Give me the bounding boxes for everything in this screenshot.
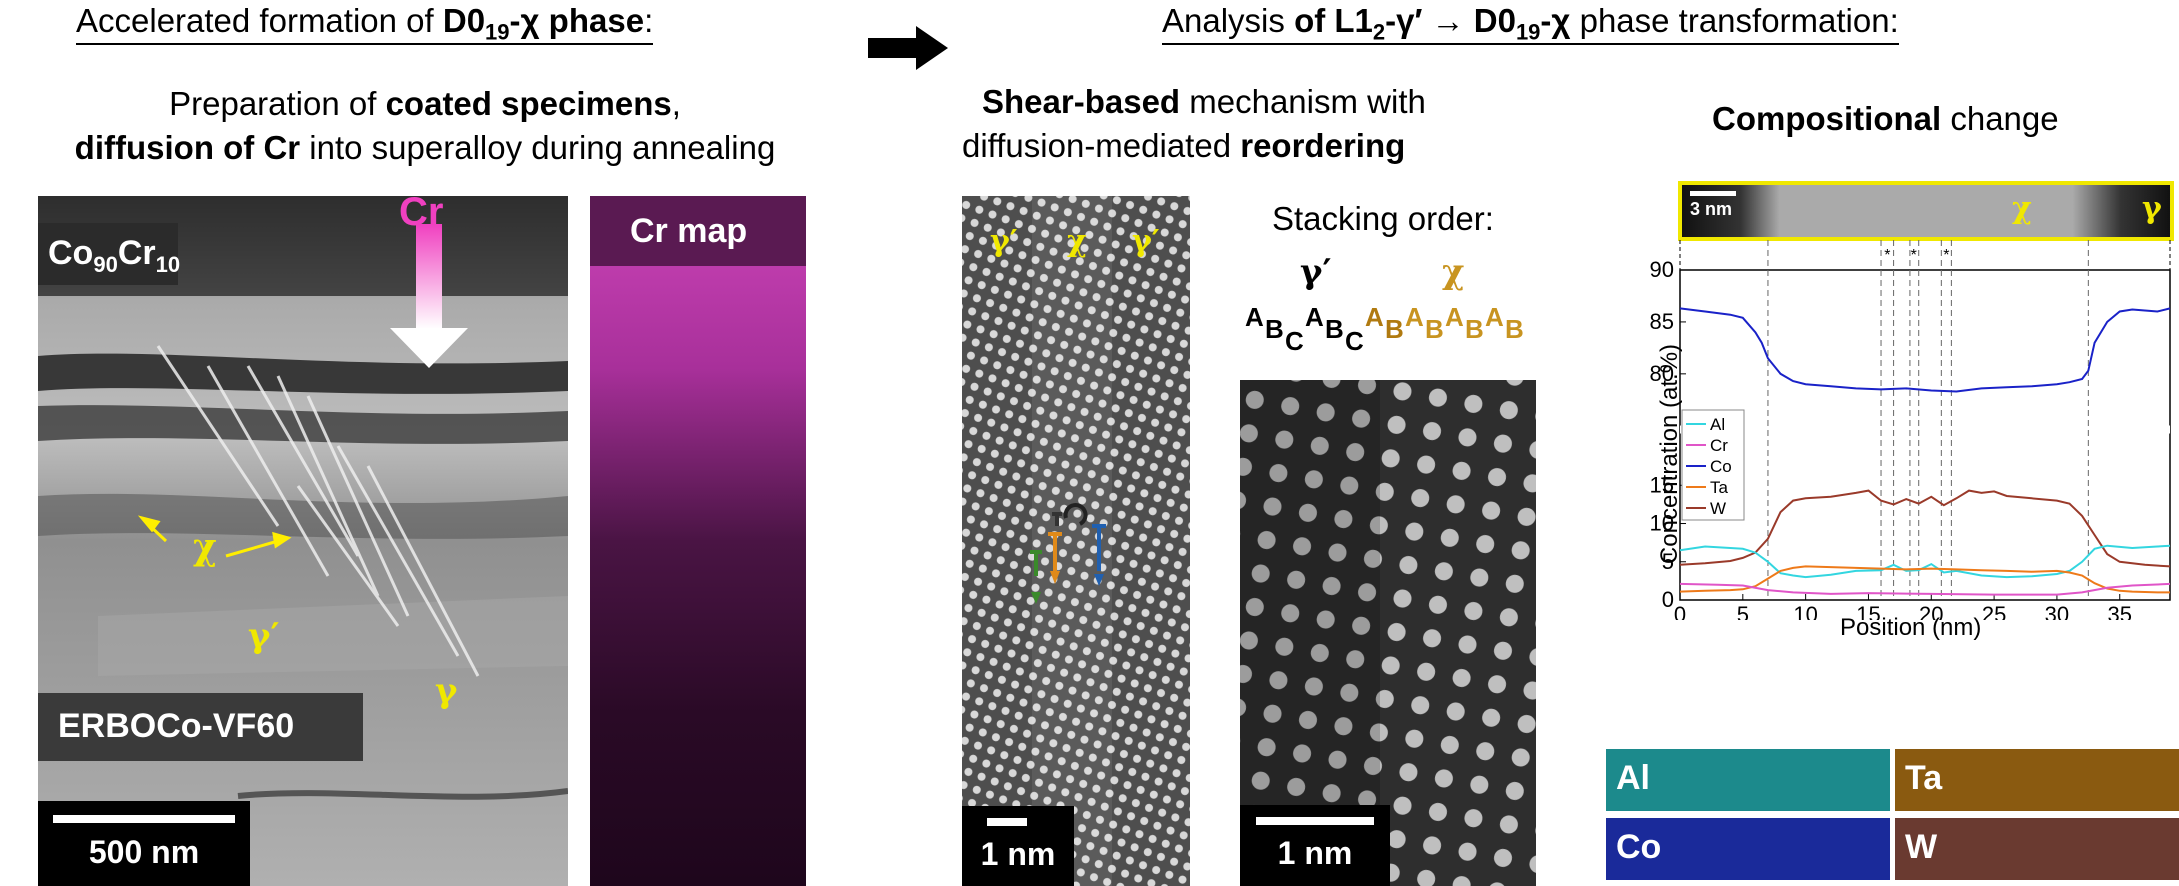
strip-gamma: γ [2142,191,2162,226]
legend-label-co: Co [1710,457,1732,476]
ytick-lo-label-1: 5 [1662,549,1674,574]
series-co [1679,307,2171,393]
asterisk-0: * [1884,247,1890,264]
cr-arrow-label: Cr [399,196,444,234]
map-co: Co [1606,818,1890,880]
map-w: W [1895,818,2179,880]
series-cr [1679,582,2171,596]
ytick-lo-label-2: 10 [1650,511,1674,536]
series-ta [1679,565,2170,594]
ytick-lo-label-0: 0 [1662,587,1674,612]
asterisk-1: * [1911,247,1917,264]
strip-chi: χ [2012,191,2032,226]
xtick-label-6: 30 [2045,602,2069,620]
haadf-stem-image: γ′ χ γ′ 1 nm [962,196,1190,886]
scale-bar-500nm: 500 nm [38,801,250,886]
xtick-label-7: 35 [2108,602,2132,620]
chart-frame [1679,269,2171,601]
asterisk-2: * [1943,247,1949,264]
ytick-up-label-2: 90 [1650,257,1674,282]
ytick-up-label-0: 80 [1650,361,1674,386]
stacking-sequence: A B C A B C A B A B A B A B [1245,302,1524,356]
stem-gamma-prime-right: γ′ [1132,224,1160,259]
left-section-title: Accelerated formation of D019-χ phase: [76,2,654,45]
right-arrow-icon [868,26,948,75]
tem-micrograph: Co90Cr10 Cr χ γ′ γ ERBOCo-VF60 500 nm [38,196,568,886]
series-w [1679,489,2171,568]
xtick-label-0: 0 [1674,602,1686,620]
cr-map-title: Cr map [630,212,748,250]
stem-gamma-prime-left: γ′ [990,224,1018,259]
alloy-label: ERBOCo-VF60 [38,693,363,761]
ytick-up-label-1: 85 [1650,309,1674,334]
xtick-label-5: 25 [1982,602,2006,620]
xtick-label-1: 5 [1737,602,1749,620]
stacking-order-title: Stacking order: [1272,200,1494,237]
right-section-title: Analysis of L12-γ′ → D019-χ phase transf… [1162,2,1899,45]
legend-label-ta: Ta [1710,478,1729,497]
stacking-chi: χ [1442,252,1465,292]
strip-scale-label: 3 nm [1690,199,1733,219]
map-al: Al [1606,749,1890,811]
stacking-gamma-prime: γ′ [1300,252,1332,292]
scale-bar-1nm-stem: 1 nm [962,806,1074,886]
coating-label: Co90Cr10 [38,223,180,285]
series-al [1679,544,2171,579]
ytick-lo-label-3: 15 [1650,472,1674,497]
legend-label-al: Al [1710,415,1725,434]
mechanism-subtitle: Shear-based mechanism with diffusion-med… [962,83,1426,164]
zoomed-stem-image: 1 nm [1240,380,1536,886]
legend-label-cr: Cr [1710,436,1728,455]
stem-chi: χ [1067,224,1087,259]
legend-label-w: W [1710,499,1726,518]
chart-xlabel: Position (nm) [1840,614,1982,641]
chart-ylabel: Concentration (at.%) [1656,343,1683,565]
compositional-strip: 3 nm χ γ [1678,181,2174,241]
xtick-label-2: 10 [1793,602,1817,620]
cr-map: Cr map [590,196,806,886]
concentration-profile-chart: * * * 0 5 10 15 20 25 30 35 80 85 90 0 5 10 15 Al Cr Co Ta W [1640,240,2179,627]
gamma-prime-label: γ′ [248,616,280,656]
left-subtitle: Preparation of coated specimens, diffusi… [74,85,776,166]
scale-bar-1nm-zoom: 1 nm [1240,805,1390,886]
gamma-label: γ [435,671,458,711]
map-ta: Ta [1895,749,2179,811]
compositional-title: Compositional change [1712,100,2059,137]
chi-label: χ [193,526,217,568]
